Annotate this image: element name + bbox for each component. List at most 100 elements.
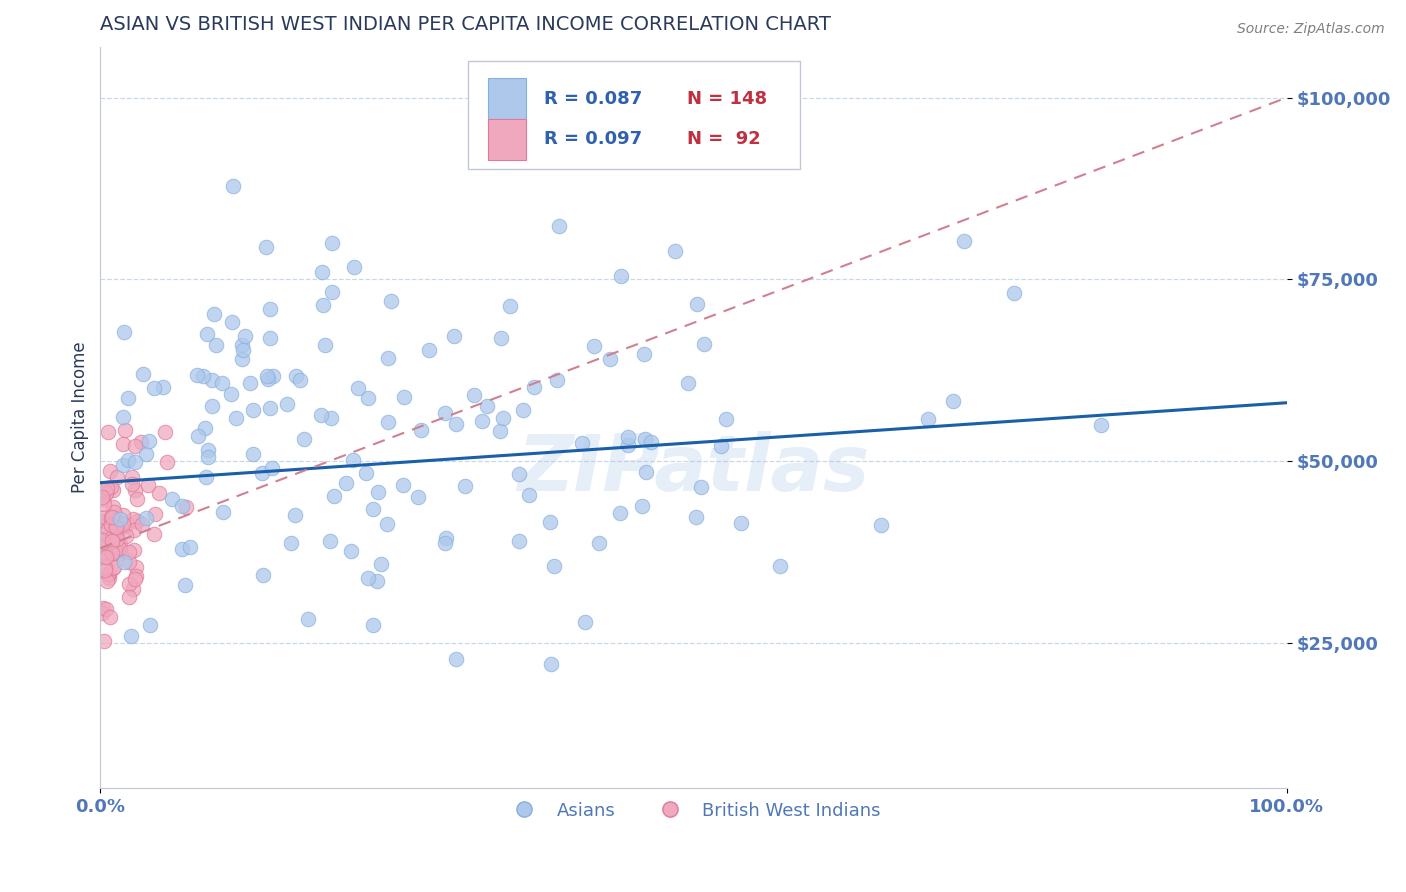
Point — [574, 615, 596, 629]
Point — [523, 380, 546, 394]
Point — [489, 424, 512, 438]
Point — [194, 421, 217, 435]
Point — [124, 454, 146, 468]
Point — [375, 516, 398, 531]
Point — [716, 412, 738, 426]
Point — [162, 492, 184, 507]
Point — [231, 337, 253, 351]
Point — [94, 513, 117, 527]
Point — [254, 240, 277, 254]
Point — [406, 490, 429, 504]
Point — [105, 525, 128, 540]
Point — [276, 397, 298, 411]
Point — [186, 368, 208, 382]
Point — [138, 478, 160, 492]
Point — [170, 499, 193, 513]
Point — [256, 371, 278, 385]
Point — [197, 450, 219, 464]
Point — [105, 521, 128, 535]
Point — [97, 521, 120, 535]
Point — [101, 483, 124, 497]
Point — [730, 516, 752, 530]
Point — [202, 307, 225, 321]
Point — [280, 536, 302, 550]
Point — [100, 546, 122, 560]
Point — [609, 268, 631, 283]
Point — [96, 481, 118, 495]
Text: N =  92: N = 92 — [686, 130, 761, 148]
Point — [125, 569, 148, 583]
Point — [100, 480, 122, 494]
Point — [132, 367, 155, 381]
Point — [115, 528, 138, 542]
Point — [434, 531, 457, 545]
Point — [103, 525, 125, 540]
Point — [259, 401, 281, 415]
Point — [512, 403, 534, 417]
Point — [917, 412, 939, 426]
Point — [540, 657, 562, 672]
Point — [342, 452, 364, 467]
Point — [112, 508, 135, 522]
Point — [122, 523, 145, 537]
Point — [676, 376, 699, 391]
Text: N = 148: N = 148 — [686, 89, 766, 108]
Point — [97, 571, 120, 585]
Point — [97, 425, 120, 439]
Point — [212, 505, 235, 519]
Point — [125, 560, 148, 574]
Point — [233, 328, 256, 343]
Point — [152, 380, 174, 394]
Point — [117, 452, 139, 467]
Point — [322, 489, 344, 503]
Point — [869, 518, 891, 533]
Point — [340, 544, 363, 558]
Point — [1090, 418, 1112, 433]
Point — [582, 339, 605, 353]
Point — [115, 517, 138, 532]
Bar — [488, 78, 526, 119]
Point — [100, 511, 122, 525]
Point — [285, 369, 308, 384]
Point — [710, 439, 733, 453]
Point — [571, 435, 593, 450]
Point — [118, 591, 141, 605]
Point — [311, 265, 333, 279]
Point — [312, 298, 335, 312]
Point — [101, 500, 124, 514]
Point — [96, 536, 118, 550]
Point — [357, 391, 380, 405]
Point — [112, 458, 135, 472]
Point — [538, 515, 561, 529]
Point — [122, 542, 145, 557]
Point — [1002, 286, 1025, 301]
Point — [108, 512, 131, 526]
Point — [434, 406, 457, 420]
Point — [195, 469, 218, 483]
Point — [93, 539, 115, 553]
Point — [686, 297, 709, 311]
Point — [112, 409, 135, 424]
Point — [309, 409, 332, 423]
Point — [105, 532, 128, 546]
Point — [370, 558, 392, 572]
Point — [103, 546, 125, 560]
Point — [335, 476, 357, 491]
Point — [361, 617, 384, 632]
Point — [250, 466, 273, 480]
Point — [173, 578, 195, 592]
Point — [127, 492, 149, 507]
Text: ASIAN VS BRITISH WEST INDIAN PER CAPITA INCOME CORRELATION CHART: ASIAN VS BRITISH WEST INDIAN PER CAPITA … — [100, 15, 831, 34]
Point — [139, 618, 162, 632]
Point — [292, 433, 315, 447]
Point — [314, 338, 336, 352]
Point — [346, 381, 368, 395]
Point — [94, 560, 117, 574]
Point — [616, 438, 638, 452]
Point — [91, 490, 114, 504]
Point — [112, 516, 135, 531]
Point — [252, 567, 274, 582]
Point — [367, 485, 389, 500]
Point — [290, 373, 312, 387]
Point — [112, 555, 135, 569]
